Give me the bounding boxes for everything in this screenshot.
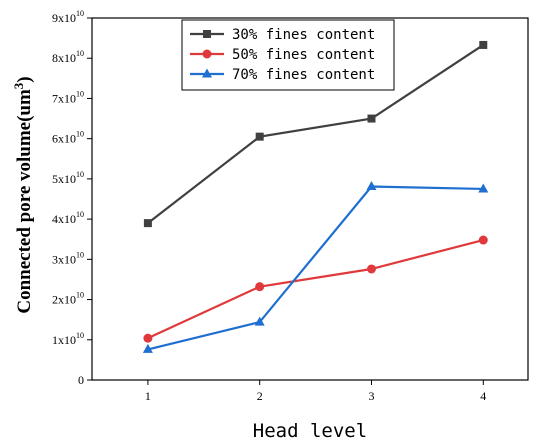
legend-marker (203, 30, 211, 38)
legend: 30% fines content 50% fines content 70% fi… (181, 19, 395, 91)
data-point (255, 132, 264, 141)
axis-labels: Head level Connected pore volume(um3) (11, 76, 367, 442)
data-point (479, 40, 488, 49)
data-point (366, 264, 376, 274)
legend-item: 70% fines content (190, 67, 375, 83)
y-tick-label-mantissa: 6x10 (52, 132, 76, 146)
y-tick-label-mantissa: 7x10 (52, 91, 76, 105)
y-tick-label-exponent: 10 (76, 331, 84, 340)
y-tick-label-mantissa: 9x10 (52, 11, 76, 25)
data-point (142, 343, 153, 353)
y-tick-label: 5x1010 (52, 170, 84, 186)
y-tick-label-exponent: 10 (76, 291, 84, 300)
y-tick-label-exponent: 10 (76, 130, 84, 139)
data-point (143, 333, 153, 343)
y-tick-label-mantissa: 2x10 (52, 293, 76, 307)
series-3 (142, 181, 489, 353)
legend-marker (202, 68, 212, 78)
x-tick-label: 1 (145, 389, 151, 403)
axes: 01x10102x10103x10104x10105x10106x10107x1… (52, 9, 529, 403)
y-tick-label: 3x1010 (52, 250, 84, 266)
y-axis-title-suffix: ) (14, 76, 35, 82)
data-point (478, 183, 489, 193)
data-point (367, 114, 376, 123)
y-tick-label-mantissa: 1x10 (52, 333, 76, 347)
data-point (254, 316, 265, 326)
legend-item: 30% fines content (190, 27, 375, 43)
series-2 (143, 235, 488, 343)
series-layer (142, 40, 489, 353)
y-tick-label: 0 (78, 373, 84, 387)
series-line (147, 185, 484, 351)
y-axis-title: Connected pore volume(um3) (11, 76, 35, 313)
data-point (255, 282, 265, 292)
y-tick-label-exponent: 10 (76, 250, 84, 259)
y-tick-label: 2x1010 (52, 291, 84, 307)
y-tick-label-exponent: 10 (76, 210, 84, 219)
y-tick-label-mantissa: 8x10 (52, 51, 76, 65)
y-tick-label: 7x1010 (52, 89, 84, 105)
y-tick-label: 8x1010 (52, 49, 84, 65)
y-tick-label: 1x1010 (52, 331, 84, 347)
y-tick-label-exponent: 10 (76, 9, 84, 18)
y-tick-label: 9x1010 (52, 9, 84, 25)
legend-item: 50% fines content (190, 47, 375, 63)
series-line (147, 44, 484, 225)
data-point (366, 181, 377, 191)
x-axis-title: Head level (253, 420, 367, 442)
y-axis-title-superscript: 3 (11, 82, 26, 89)
y-tick-label-mantissa: 4x10 (52, 212, 76, 226)
y-tick-label-exponent: 10 (76, 170, 84, 179)
y-tick-label-mantissa: 3x10 (52, 252, 76, 266)
legend-label: 70% fines content (232, 67, 375, 83)
y-tick-label-exponent: 10 (76, 49, 84, 58)
legend-label: 30% fines content (232, 27, 375, 43)
legend-marker (202, 49, 212, 59)
data-point (143, 219, 152, 228)
series-1 (143, 40, 488, 228)
data-point (478, 235, 488, 245)
series-line (147, 238, 484, 340)
y-tick-label-mantissa: 5x10 (52, 172, 76, 186)
x-tick-label: 2 (257, 389, 263, 403)
y-tick-label: 6x1010 (52, 130, 84, 146)
x-tick-label: 3 (368, 389, 374, 403)
y-tick-label: 4x1010 (52, 210, 84, 226)
y-axis-title-main: Connected pore volume(um (14, 89, 35, 314)
x-tick-label: 4 (480, 389, 486, 403)
legend-label: 50% fines content (232, 47, 375, 63)
y-tick-label-exponent: 10 (76, 89, 84, 98)
plot-frame (91, 17, 529, 381)
